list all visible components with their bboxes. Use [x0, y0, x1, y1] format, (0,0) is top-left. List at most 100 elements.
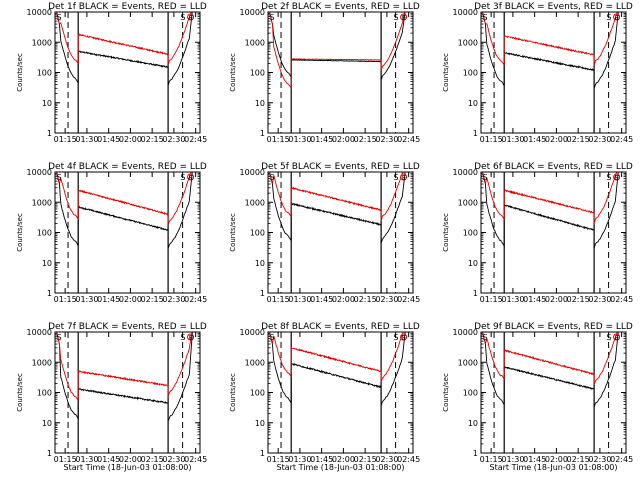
x-tick-label: 01:45 [523, 135, 546, 144]
y-tick-label: 1000 [245, 358, 265, 367]
flag-e-label: E [615, 14, 619, 22]
x-tick-label: 02:30 [162, 295, 185, 304]
series-line-events [481, 12, 619, 89]
y-tick-label: 10 [468, 259, 478, 268]
panel-2: Det 2f BLACK = Events, RED = LLD Counts/s… [229, 2, 420, 144]
plot-lines [481, 12, 619, 89]
x-tick-label: 02:00 [119, 295, 142, 304]
y-tick-label: 100 [463, 229, 478, 238]
series-line-lld [481, 172, 618, 224]
x-tick-label: 01:15 [480, 455, 503, 464]
y-axis-label: Counts/sec [229, 373, 237, 412]
x-axis-label: Start Time (18-Jun-03 01:08:00) [490, 463, 618, 472]
panel-3: Det 3f BLACK = Events, RED = LLD Counts/s… [442, 2, 633, 144]
y-tick-label: 1 [260, 289, 265, 298]
x-tick-label: 02:00 [545, 135, 568, 144]
flag-e-marker [187, 173, 195, 181]
series-line-events [55, 332, 193, 422]
y-axis-label: Counts/sec [442, 53, 450, 92]
panel-title: Det 7f BLACK = Events, RED = LLD [48, 322, 207, 332]
flag-s-label: S [180, 13, 185, 22]
x-tick-label: 02:00 [119, 135, 142, 144]
plot-frame [267, 11, 414, 134]
x-tick-label: 01:15 [54, 295, 77, 304]
panel-title: Det 3f BLACK = Events, RED = LLD [474, 2, 633, 12]
panel-8: Det 8f BLACK = Events, RED = LLD Counts/s… [229, 322, 420, 472]
x-tick-label: 01:15 [267, 135, 290, 144]
x-tick-label: 02:15 [354, 135, 377, 144]
x-tick-label: 02:45 [610, 455, 633, 464]
x-tick-label: 02:15 [141, 455, 164, 464]
y-tick-label: 1000 [245, 198, 265, 207]
x-tick-label: 02:30 [375, 295, 398, 304]
plot-lines [268, 172, 406, 244]
x-tick-label: 01:15 [267, 295, 290, 304]
x-tick-label: 01:45 [310, 455, 333, 464]
flag-s-label: S [393, 333, 398, 342]
x-tick-label: 02:15 [141, 295, 164, 304]
y-tick-label: 10000 [453, 8, 478, 17]
x-tick-label: 01:30 [501, 135, 524, 144]
y-tick-label: 1000 [245, 38, 265, 47]
x-tick-label: 01:30 [75, 295, 98, 304]
flag-e-marker [187, 13, 195, 21]
y-tick-label: 1 [473, 289, 478, 298]
plot-lines [268, 332, 406, 406]
y-tick-label: 100 [463, 389, 478, 398]
series-line-lld [481, 12, 618, 67]
flag-s-label: S [56, 333, 61, 342]
x-tick-label: 02:30 [162, 455, 185, 464]
flag-s-label: S [482, 333, 487, 342]
y-tick-label: 10 [255, 259, 265, 268]
y-tick-label: 100 [250, 69, 265, 78]
flag-s-label: S [482, 173, 487, 182]
flag-e-marker [400, 13, 408, 21]
y-tick-label: 10000 [453, 168, 478, 177]
x-tick-label: 02:15 [354, 295, 377, 304]
x-tick-label: 01:15 [54, 135, 77, 144]
x-tick-label: 01:15 [54, 455, 77, 464]
series-line-lld [55, 172, 192, 225]
series-line-events [481, 172, 619, 249]
flag-s-label: S [269, 333, 274, 342]
y-tick-label: 1 [260, 449, 265, 458]
x-tick-label: 02:15 [567, 455, 590, 464]
x-tick-label: 01:30 [288, 135, 311, 144]
y-tick-label: 1 [260, 129, 265, 138]
flag-s-label: S [56, 173, 61, 182]
y-tick-label: 10000 [240, 328, 265, 337]
y-tick-label: 10 [42, 419, 52, 428]
x-tick-label: 01:30 [288, 295, 311, 304]
series-line-lld [55, 332, 193, 402]
x-tick-label: 02:45 [397, 295, 420, 304]
flag-e-marker [613, 13, 621, 21]
x-tick-label: 02:45 [397, 455, 420, 464]
y-tick-label: 10 [42, 259, 52, 268]
flag-s-label: S [393, 173, 398, 182]
flag-s-label: S [56, 13, 61, 22]
x-tick-label: 01:45 [97, 295, 120, 304]
y-tick-label: 10 [42, 99, 52, 108]
x-tick-label: 02:30 [588, 295, 611, 304]
x-tick-label: 02:30 [588, 135, 611, 144]
x-tick-label: 01:45 [97, 455, 120, 464]
plot-frame [54, 331, 201, 454]
y-tick-label: 10 [255, 99, 265, 108]
y-tick-label: 10000 [240, 8, 265, 17]
plot-lines [481, 172, 619, 249]
flag-e-marker [187, 333, 195, 341]
flag-s-label: S [180, 333, 185, 342]
x-tick-label: 01:45 [310, 135, 333, 144]
flag-e-marker [400, 173, 408, 181]
x-tick-label: 02:00 [332, 455, 355, 464]
y-tick-label: 1000 [32, 198, 52, 207]
panel-6: Det 6f BLACK = Events, RED = LLD Counts/s… [442, 162, 633, 304]
series-line-events [268, 12, 406, 80]
x-tick-label: 02:00 [545, 455, 568, 464]
x-tick-label: 02:45 [184, 295, 207, 304]
panel-5: Det 5f BLACK = Events, RED = LLD Counts/s… [229, 162, 420, 304]
flag-e-label: E [402, 14, 406, 22]
series-line-lld [268, 172, 404, 221]
